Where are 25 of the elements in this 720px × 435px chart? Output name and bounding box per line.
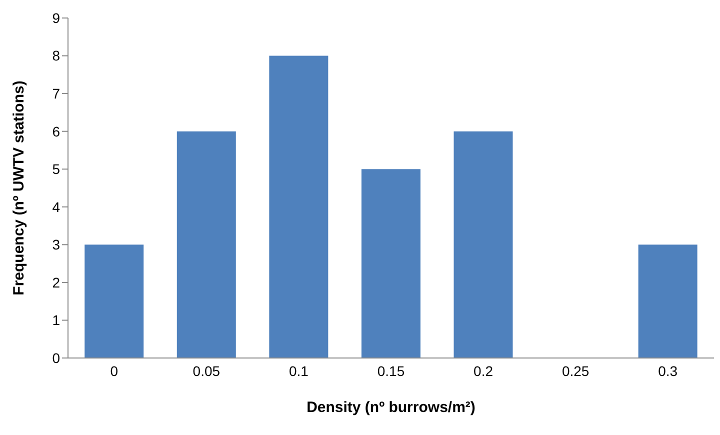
y-tick-label: 0 bbox=[52, 350, 60, 366]
bar bbox=[176, 131, 236, 358]
x-tick-label: 0.3 bbox=[658, 362, 678, 379]
bar bbox=[361, 169, 420, 358]
bar bbox=[269, 56, 328, 358]
y-tick-label: 7 bbox=[52, 86, 60, 102]
x-tick-label: 0.1 bbox=[288, 362, 309, 379]
y-tick-label: 9 bbox=[52, 10, 60, 26]
y-tick-label: 8 bbox=[52, 48, 60, 64]
y-tick-label: 2 bbox=[52, 274, 60, 290]
x-tick-label: 0.2 bbox=[474, 362, 494, 379]
bar bbox=[638, 244, 698, 358]
y-tick-label: 1 bbox=[52, 312, 60, 328]
y-axis-title: Frequency (nº UWTV stations) bbox=[10, 80, 28, 296]
x-tick-label: 0.15 bbox=[377, 362, 405, 379]
bar bbox=[84, 244, 144, 358]
x-tick-label: 0.05 bbox=[192, 362, 220, 379]
y-tick-label: 3 bbox=[52, 236, 60, 253]
x-tick-label: 0.25 bbox=[562, 362, 590, 379]
y-tick-label: 4 bbox=[52, 198, 60, 215]
y-tick-label: 6 bbox=[52, 123, 60, 140]
x-tick-label: 0 bbox=[110, 362, 118, 379]
y-tick-label: 5 bbox=[52, 161, 60, 178]
bar bbox=[454, 131, 513, 358]
x-axis-title: Density (nº burrows/m²) bbox=[306, 399, 476, 416]
